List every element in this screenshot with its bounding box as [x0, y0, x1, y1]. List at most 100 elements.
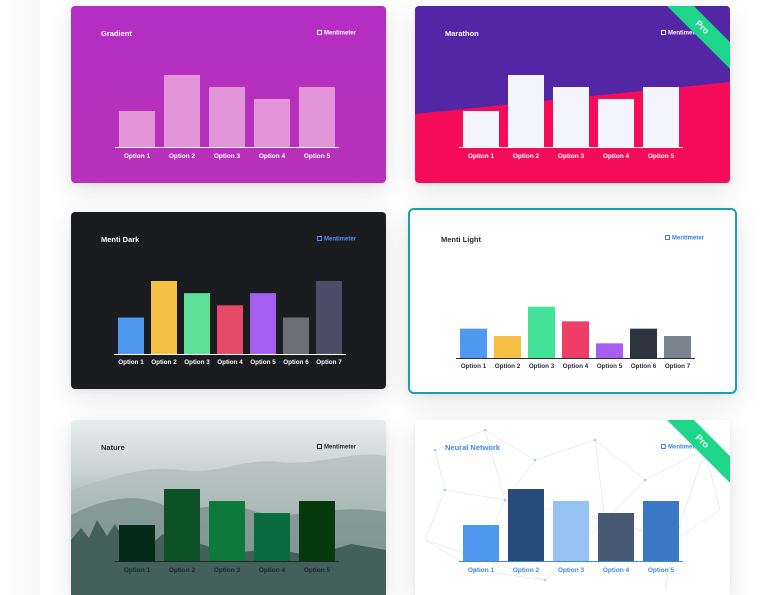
- chart-bar: [643, 87, 679, 147]
- theme-card-nature[interactable]: Nature Mentimeter Option 1 Option 2 Option…: [71, 420, 386, 595]
- chart-bar: [508, 75, 544, 147]
- chart-bar: [460, 328, 487, 358]
- chart-category-label: Option 4: [563, 363, 589, 370]
- chart-category-label: Option 3: [558, 153, 585, 160]
- chart-category-label: Option 3: [214, 567, 241, 574]
- brand-name: Mentimeter: [323, 30, 356, 37]
- chart-bar: [250, 293, 276, 354]
- chart-bar: [494, 336, 521, 358]
- mentimeter-logo: Mentimeter: [317, 30, 356, 37]
- chart-category-label: Option 1: [124, 567, 151, 574]
- mentimeter-logo-icon: [317, 30, 323, 35]
- theme-card-neural-network[interactable]: Neural Network Mentimeter Option 1 Option…: [415, 420, 730, 595]
- bar-chart: Option 1 Option 2 Option 3 Option 4 Option 5…: [456, 306, 695, 370]
- chart-category-label: Option 3: [529, 363, 555, 370]
- chart-category-label: Option 5: [648, 153, 675, 160]
- chart-category-label: Option 6: [631, 363, 657, 370]
- theme-title: Menti Dark: [101, 235, 140, 244]
- chart-bar: [299, 87, 335, 147]
- chart-bar: [598, 513, 634, 561]
- chart-category-label: Option 2: [169, 153, 196, 160]
- chart-bar: [118, 317, 144, 354]
- chart-category-label: Option 4: [259, 567, 286, 574]
- chart-category-label: Option 5: [250, 359, 276, 366]
- bar-chart: Option 1 Option 2 Option 3 Option 4 Option 5: [459, 75, 683, 160]
- bar-chart: Option 1 Option 2 Option 3 Option 4 Option 5…: [114, 281, 346, 366]
- chart-category-label: Option 1: [124, 153, 151, 160]
- page-left-margin: [0, 0, 40, 595]
- mentimeter-logo-icon: [661, 30, 667, 35]
- chart-bar: [596, 343, 623, 358]
- chart-category-label: Option 1: [468, 567, 495, 574]
- mentimeter-logo: Mentimeter: [317, 444, 356, 451]
- chart-category-label: Option 5: [304, 567, 331, 574]
- theme-card-gradient[interactable]: Gradient Mentimeter Option 1 Option 2 Opti…: [71, 6, 386, 183]
- chart-bar: [164, 75, 200, 147]
- chart-bar: [643, 501, 679, 561]
- mentimeter-logo: Mentimeter: [661, 444, 700, 451]
- chart-bar: [553, 87, 589, 147]
- chart-bar: [283, 317, 309, 354]
- brand-name: Mentimeter: [671, 235, 704, 242]
- theme-card-menti-dark[interactable]: Menti Dark Mentimeter Option 1 Option 2 Op…: [71, 212, 386, 389]
- mentimeter-logo: Mentimeter: [665, 235, 704, 242]
- theme-title: Neural Network: [445, 443, 501, 452]
- brand-name: Mentimeter: [323, 236, 356, 243]
- chart-bar: [664, 336, 691, 358]
- chart-category-label: Option 2: [495, 363, 521, 370]
- mentimeter-logo: Mentimeter: [317, 236, 356, 243]
- chart-bar: [463, 111, 499, 147]
- chart-bar: [254, 99, 290, 147]
- chart-bar: [463, 525, 499, 561]
- chart-bar: [254, 513, 290, 561]
- chart-category-label: Option 4: [259, 153, 286, 160]
- mentimeter-logo-icon: [665, 235, 671, 240]
- chart-bar: [528, 306, 555, 358]
- mentimeter-logo-icon: [317, 236, 323, 241]
- chart-category-label: Option 5: [648, 567, 675, 574]
- brand-name: Mentimeter: [667, 30, 700, 37]
- theme-title: Menti Light: [441, 235, 481, 244]
- chart-category-label: Option 6: [283, 359, 309, 366]
- mentimeter-logo: Mentimeter: [661, 30, 700, 37]
- chart-bar: [217, 305, 243, 354]
- chart-category-label: Option 1: [461, 363, 487, 370]
- chart-category-label: Option 3: [184, 359, 210, 366]
- chart-category-label: Option 2: [151, 359, 177, 366]
- chart-bar: [598, 99, 634, 147]
- chart-bar: [316, 281, 342, 354]
- chart-bar: [119, 525, 155, 561]
- bar-chart: Option 1 Option 2 Option 3 Option 4 Option 5: [115, 489, 339, 574]
- brand-name: Mentimeter: [323, 444, 356, 451]
- theme-title: Gradient: [101, 29, 132, 38]
- chart-category-label: Option 5: [597, 363, 623, 370]
- chart-bar: [508, 489, 544, 561]
- chart-category-label: Option 1: [468, 153, 495, 160]
- chart-category-label: Option 4: [217, 359, 243, 366]
- chart-bar: [184, 293, 210, 354]
- theme-card-marathon[interactable]: Marathon Mentimeter Option 1 Option 2 Opti…: [415, 6, 730, 183]
- chart-bar: [209, 501, 245, 561]
- chart-category-label: Option 3: [558, 567, 585, 574]
- bar-chart: Option 1 Option 2 Option 3 Option 4 Option 5: [459, 489, 683, 574]
- chart-bar: [151, 281, 177, 354]
- theme-title: Nature: [101, 443, 125, 452]
- chart-category-label: Option 7: [665, 363, 691, 370]
- chart-category-label: Option 7: [316, 359, 342, 366]
- theme-title: Marathon: [445, 29, 479, 38]
- chart-category-label: Option 2: [513, 567, 540, 574]
- chart-category-label: Option 2: [513, 153, 540, 160]
- chart-category-label: Option 2: [169, 567, 196, 574]
- mentimeter-logo-icon: [317, 444, 323, 449]
- chart-bar: [209, 87, 245, 147]
- chart-category-label: Option 5: [304, 153, 331, 160]
- chart-bar: [553, 501, 589, 561]
- mentimeter-logo-icon: [661, 444, 667, 449]
- chart-category-label: Option 4: [603, 153, 630, 160]
- chart-bar: [562, 321, 589, 358]
- bar-chart: Option 1 Option 2 Option 3 Option 4 Option 5: [115, 75, 339, 160]
- chart-bar: [630, 328, 657, 358]
- brand-name: Mentimeter: [667, 444, 700, 451]
- chart-bar: [119, 111, 155, 147]
